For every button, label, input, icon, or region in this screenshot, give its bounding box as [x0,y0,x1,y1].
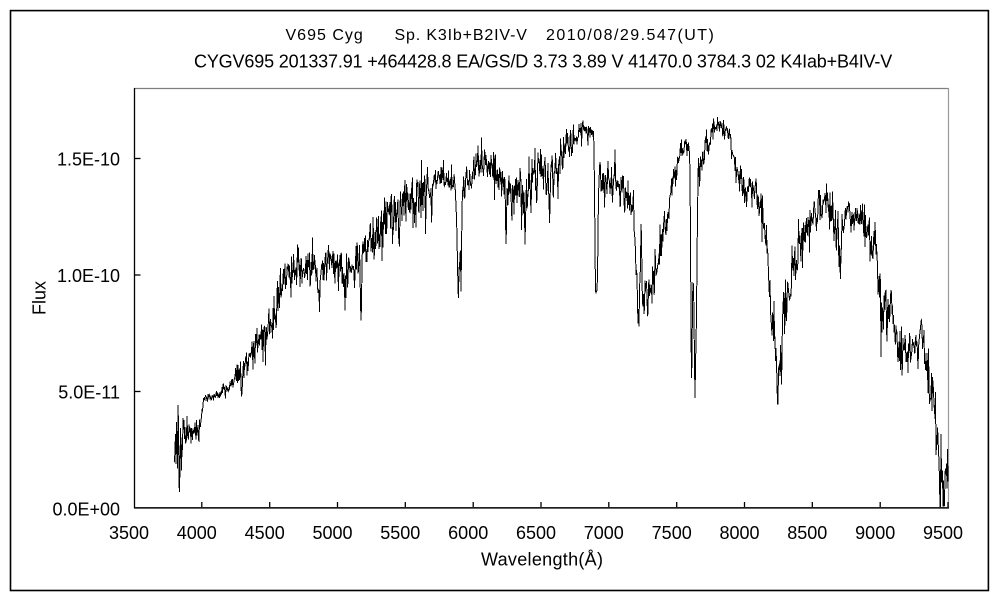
svg-text:7500: 7500 [652,523,692,543]
svg-text:1.0E-10: 1.0E-10 [57,266,120,286]
svg-text:5000: 5000 [312,523,352,543]
svg-text:9500: 9500 [923,523,963,543]
svg-text:CYGV695 201337.91 +464428.8 EA: CYGV695 201337.91 +464428.8 EA/GS/D 3.73… [194,52,892,72]
svg-text:7000: 7000 [584,523,624,543]
svg-text:3500: 3500 [109,523,149,543]
svg-text:5.0E-11: 5.0E-11 [58,383,120,403]
svg-text:2010/08/29.547(UT): 2010/08/29.547(UT) [546,27,715,44]
svg-text:4500: 4500 [245,523,285,543]
svg-text:Wavelength(Å): Wavelength(Å) [481,549,603,569]
svg-text:1.5E-10: 1.5E-10 [57,150,120,170]
svg-text:0.0E+00: 0.0E+00 [52,500,120,520]
svg-text:8000: 8000 [719,523,759,543]
svg-text:9000: 9000 [855,523,895,543]
svg-text:4000: 4000 [177,523,217,543]
svg-text:V695 Cyg: V695 Cyg [286,27,364,44]
svg-text:8500: 8500 [787,523,827,543]
svg-text:Flux: Flux [29,281,49,315]
svg-text:5500: 5500 [380,523,420,543]
svg-text:6500: 6500 [516,523,556,543]
svg-text:Sp. K3Ib+B2IV-V: Sp. K3Ib+B2IV-V [395,27,528,44]
svg-text:6000: 6000 [448,523,488,543]
